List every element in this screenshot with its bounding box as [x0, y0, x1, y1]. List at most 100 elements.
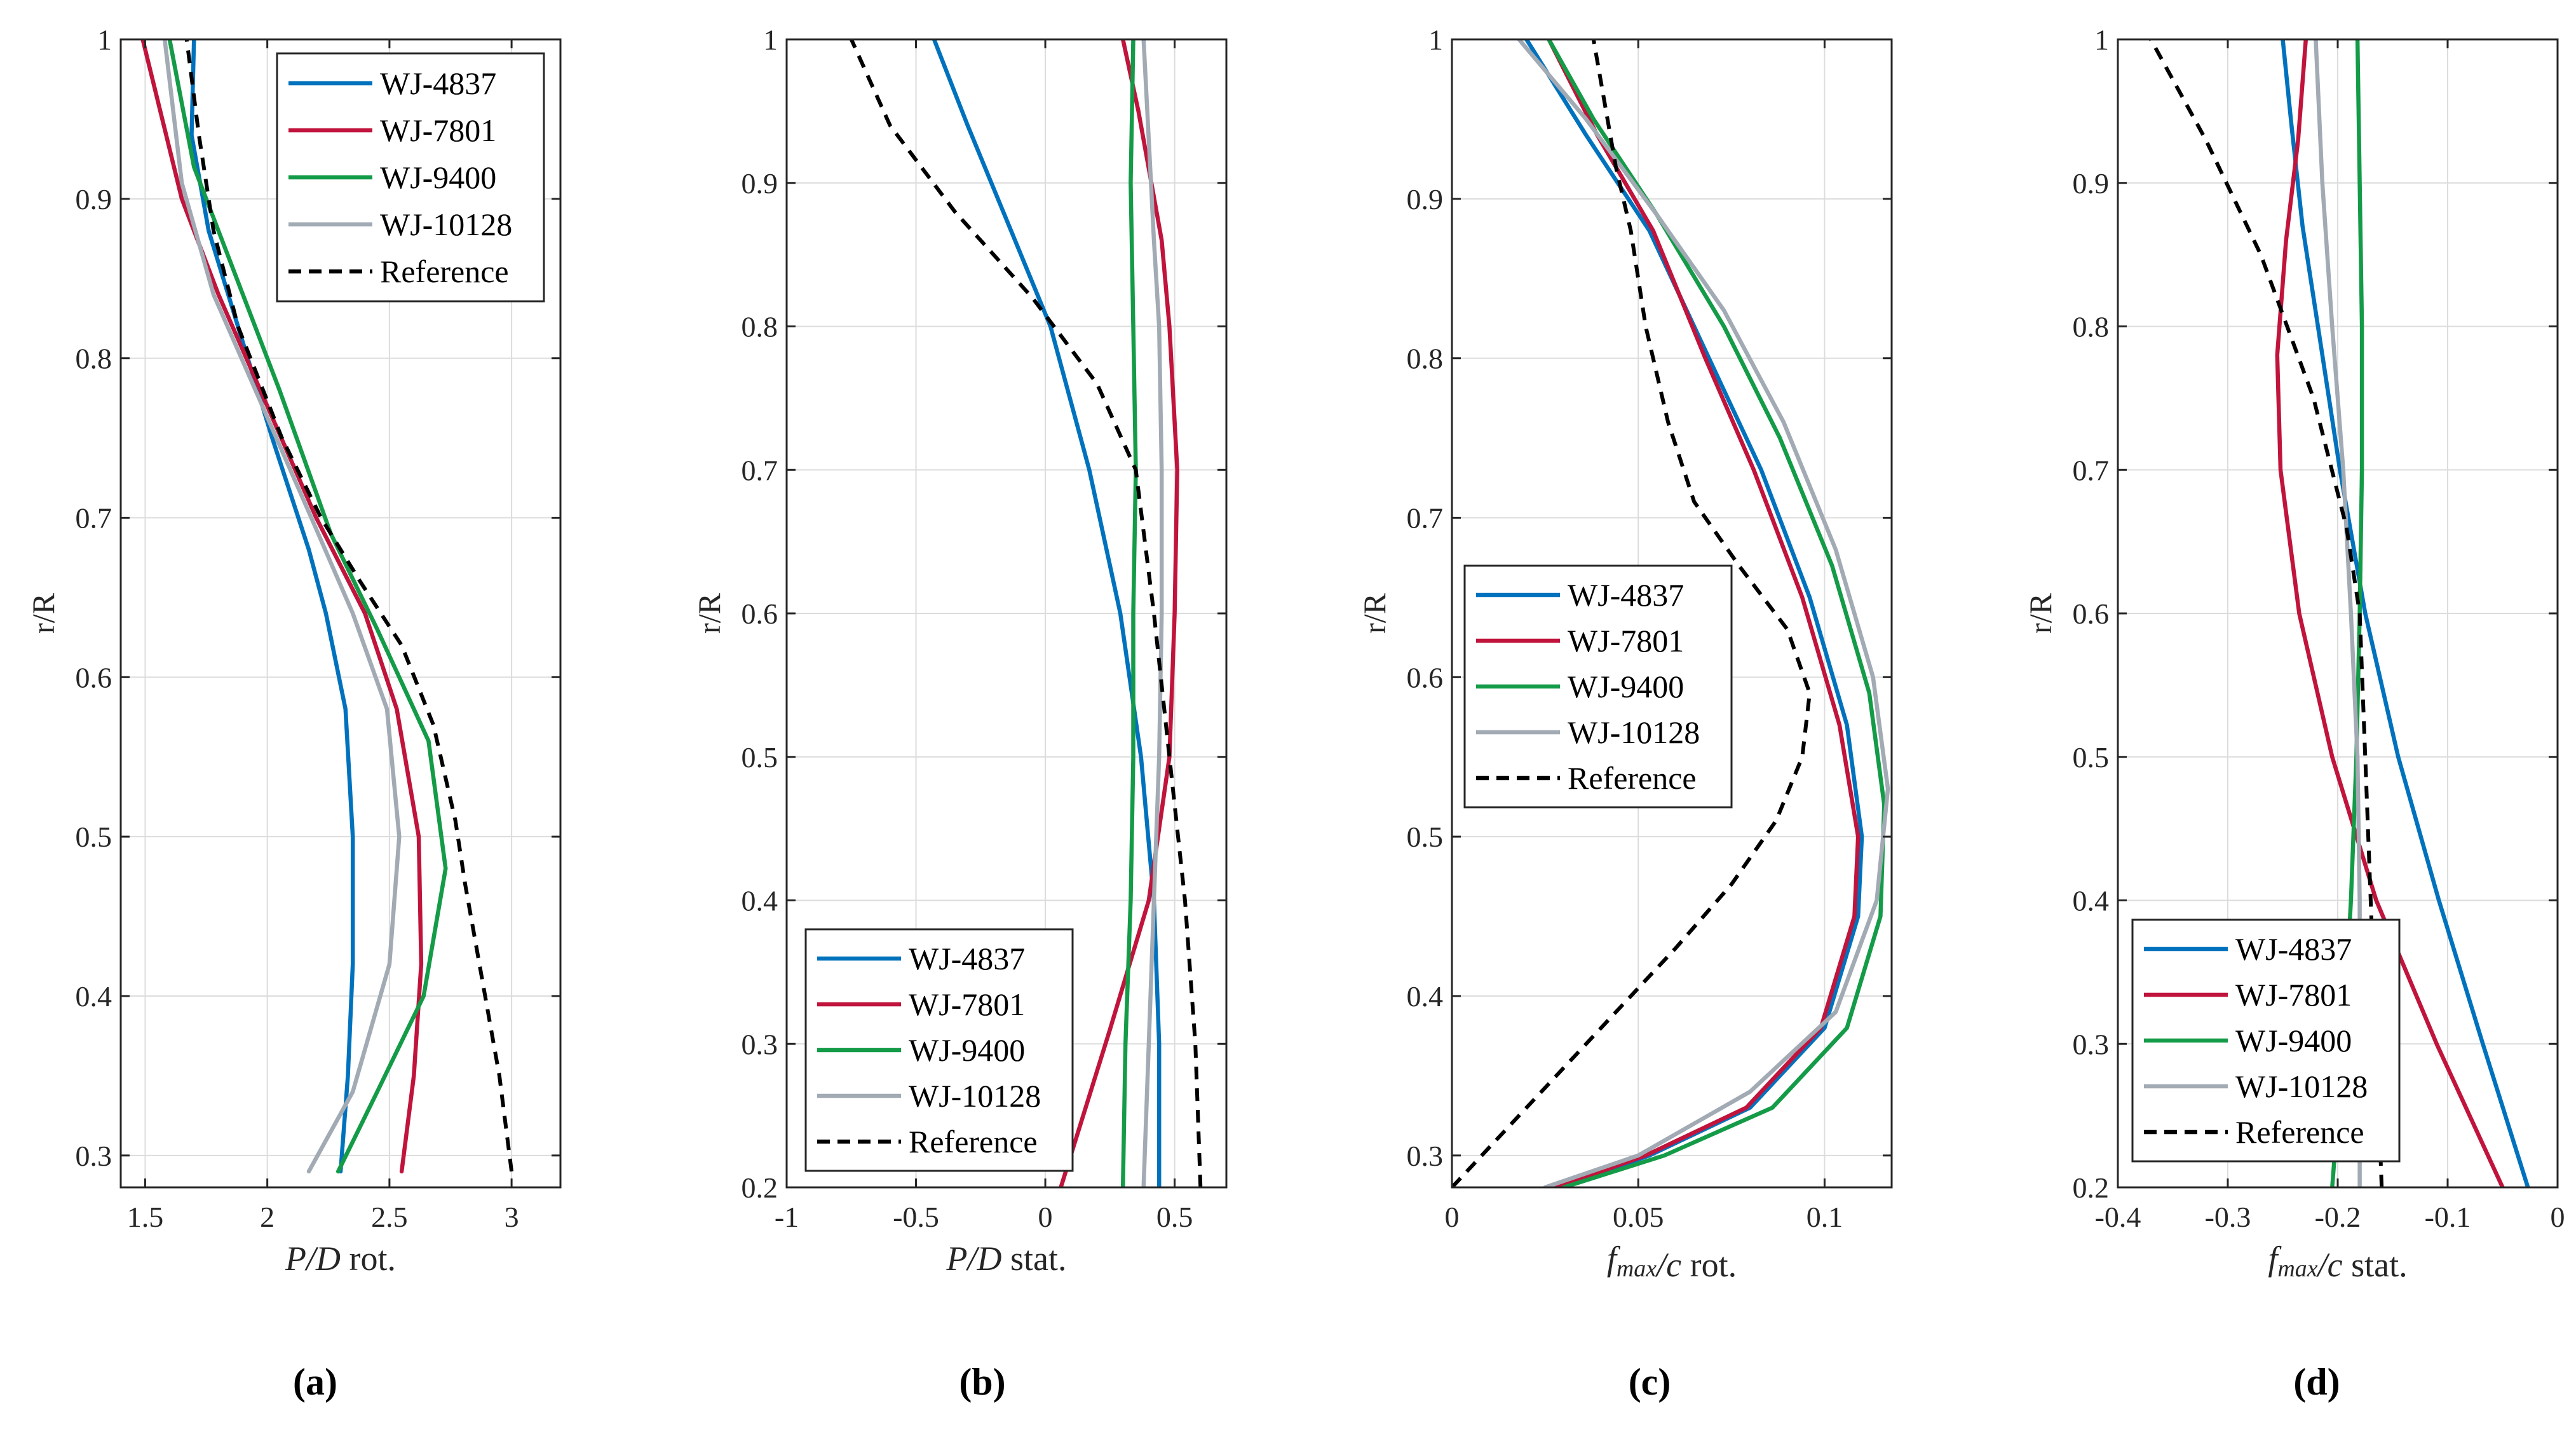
- y-axis-label: r/R: [25, 592, 61, 634]
- x-tick-label: 0: [1038, 1201, 1053, 1233]
- legend-label: Reference: [380, 254, 509, 289]
- legend-label: WJ-7801: [1568, 623, 1684, 659]
- y-tick-label: 0.2: [2073, 1171, 2110, 1204]
- x-tick-label: -0.1: [2425, 1201, 2471, 1233]
- chart-panel-b: -1 -0.5 0 0.5 0.2 0.3 0.4 0.5 0.6 0.7 0.8 0.9 1 r/R P/…: [691, 24, 1228, 1278]
- legend-label: WJ-10128: [909, 1078, 1041, 1114]
- y-tick-label: 0.5: [2073, 741, 2110, 774]
- x-tick-label: -1: [775, 1201, 799, 1233]
- x-axis-label: fmax/c rot.: [1607, 1239, 1737, 1284]
- x-tick-label: 2: [260, 1201, 275, 1233]
- y-axis-label: r/R: [1357, 592, 1392, 634]
- series-line-WJ-7801: [1547, 39, 1861, 1187]
- x-axis-label: fmax/c stat.: [2268, 1239, 2407, 1284]
- series-line-WJ-4837: [932, 39, 1162, 1187]
- series-line-WJ-7801: [1059, 39, 1179, 1187]
- y-tick-label: 0.7: [76, 502, 112, 535]
- y-tick-label: 0.4: [2073, 885, 2110, 917]
- y-tick-label: 0.5: [1407, 821, 1444, 853]
- y-tick-label: 0.6: [742, 598, 778, 630]
- y-tick-label: 0.6: [76, 661, 112, 693]
- legend-label: WJ-4837: [909, 941, 1025, 976]
- y-tick-label: 0.8: [2073, 311, 2110, 343]
- y-tick-label: 0.8: [76, 343, 112, 375]
- legend-label: WJ-7801: [909, 987, 1025, 1022]
- y-tick-label: 0.6: [1407, 661, 1444, 693]
- chart-panel-a: 1.5 2 2.5 3 0.3 0.4 0.5 0.6 0.7 0.8 0.9 1 r/R P/D rot…: [25, 24, 562, 1278]
- x-tick-label: 0.05: [1613, 1201, 1664, 1233]
- y-tick-label: 1: [763, 24, 778, 56]
- legend-label: WJ-9400: [909, 1032, 1025, 1068]
- x-axis-label: P/D rot.: [285, 1239, 396, 1278]
- y-tick-label: 1: [1428, 24, 1443, 56]
- legend-label: WJ-4837: [1568, 577, 1684, 613]
- series-line-Reference: [184, 39, 514, 1172]
- y-tick-label: 0.9: [76, 183, 112, 215]
- y-tick-label: 0.5: [742, 741, 778, 774]
- series-line-WJ-4837: [1524, 39, 1864, 1187]
- y-tick-label: 0.4: [1407, 980, 1444, 1013]
- legend-label: WJ-9400: [1568, 669, 1684, 704]
- legend: WJ-4837 WJ-7801 WJ-9400 WJ-10128 Reference: [1463, 564, 1733, 809]
- y-tick-label: 1: [97, 24, 112, 56]
- legend-label: WJ-4837: [380, 65, 496, 101]
- legend-label: WJ-10128: [380, 207, 512, 242]
- x-tick-label: -0.4: [2095, 1201, 2141, 1233]
- y-tick-label: 0.3: [76, 1140, 112, 1172]
- series-line-Reference: [850, 39, 1203, 1187]
- legend: WJ-4837 WJ-7801 WJ-9400 WJ-10128 Reference: [804, 928, 1074, 1172]
- legend-label: WJ-10128: [1568, 714, 1700, 750]
- y-axis-label: r/R: [2023, 592, 2058, 634]
- y-tick-label: 0.8: [742, 311, 778, 343]
- y-tick-label: 1: [2094, 24, 2109, 56]
- x-tick-label: 0.1: [1807, 1201, 1843, 1233]
- x-tick-label: 2.5: [371, 1201, 408, 1233]
- y-axis-label: r/R: [691, 592, 727, 634]
- y-tick-label: 0.5: [76, 821, 112, 853]
- legend: WJ-4837 WJ-7801 WJ-9400 WJ-10128 Reference: [276, 52, 545, 303]
- legend-label: WJ-9400: [2235, 1023, 2352, 1058]
- caption-c: (c): [1628, 1361, 1671, 1403]
- legend: WJ-4837 WJ-7801 WJ-9400 WJ-10128 Reference: [2131, 918, 2401, 1163]
- series-line-WJ-9400: [1120, 39, 1138, 1187]
- series-line-WJ-4837: [2281, 39, 2530, 1187]
- legend-label: Reference: [909, 1124, 1038, 1159]
- y-tick-label: 0.3: [742, 1028, 778, 1060]
- series-line-WJ-10128: [1517, 39, 1890, 1187]
- y-tick-label: 0.4: [76, 980, 112, 1013]
- caption-a: (a): [293, 1361, 337, 1403]
- legend-label: WJ-10128: [2235, 1069, 2368, 1104]
- series-line-WJ-7801: [2275, 39, 2505, 1187]
- series-line-Reference: [1452, 39, 1812, 1187]
- y-tick-label: 0.9: [742, 167, 778, 200]
- y-tick-label: 0.8: [1407, 343, 1444, 375]
- y-tick-label: 0.3: [2073, 1028, 2110, 1060]
- y-tick-label: 0.3: [1407, 1140, 1444, 1172]
- series-line-WJ-4837: [189, 39, 355, 1174]
- legend-label: WJ-7801: [380, 113, 496, 148]
- chart-panel-d: -0.4 -0.3 -0.2 -0.1 0 0.2 0.3 0.4 0.5 0.6 0.7 0.8 0.…: [2023, 24, 2565, 1284]
- x-tick-label: 0.5: [1156, 1201, 1193, 1233]
- y-tick-label: 0.9: [1407, 183, 1444, 215]
- legend-label: Reference: [2235, 1114, 2364, 1150]
- legend-label: Reference: [1568, 760, 1697, 796]
- y-tick-label: 0.6: [2073, 598, 2110, 630]
- y-tick-label: 0.7: [742, 454, 778, 486]
- x-tick-label: -0.3: [2205, 1201, 2251, 1233]
- legend-label: WJ-4837: [2235, 931, 2352, 967]
- y-tick-label: 0.7: [1407, 502, 1444, 535]
- x-axis-label: P/D stat.: [946, 1239, 1067, 1278]
- legend-label: WJ-7801: [2235, 977, 2352, 1013]
- y-tick-label: 0.4: [742, 885, 778, 917]
- chart-panel-c: 0 0.05 0.1 0.3 0.4 0.5 0.6 0.7 0.8 0.9 1 r/R fmax/c …: [1357, 24, 1893, 1284]
- y-tick-label: 0.7: [2073, 454, 2110, 486]
- y-tick-label: 0.9: [2073, 167, 2110, 200]
- x-tick-label: 0: [2551, 1201, 2565, 1233]
- series-line-WJ-9400: [167, 39, 448, 1174]
- x-tick-label: 0: [1445, 1201, 1460, 1233]
- y-tick-label: 0.2: [742, 1171, 778, 1204]
- series-line-WJ-10128: [1141, 39, 1164, 1187]
- x-tick-label: 3: [505, 1201, 519, 1233]
